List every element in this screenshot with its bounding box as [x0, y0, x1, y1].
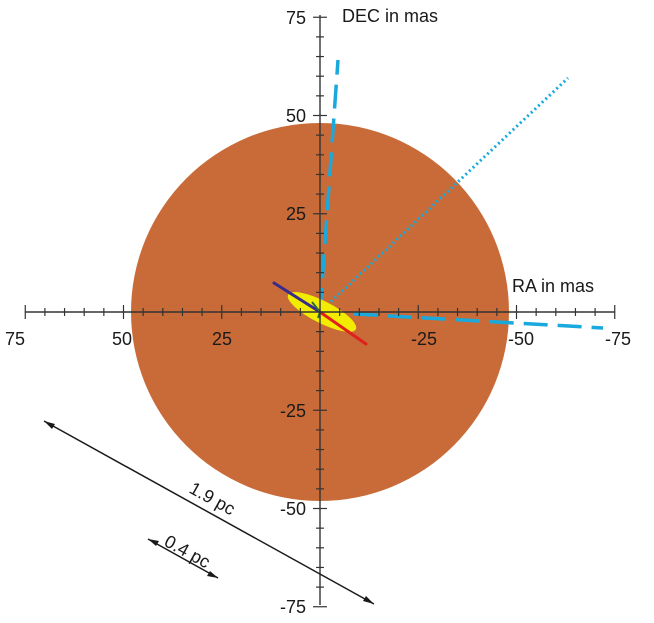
- ra-tick-label: 25: [212, 329, 232, 349]
- scale-bar-long: [43, 420, 375, 605]
- scale-bar-short-label: 0.4 pc: [161, 531, 214, 572]
- ra-tick-label: 50: [112, 329, 132, 349]
- cyan-dashed-line-west: [319, 310, 604, 330]
- scale-bar-short: [147, 538, 219, 579]
- dec-tick-label: -50: [280, 499, 306, 519]
- dec-tick-label: 75: [286, 8, 306, 28]
- ra-tick-label: -50: [508, 329, 534, 349]
- dec-tick-label: -75: [280, 597, 306, 617]
- ra-tick-label: -75: [605, 329, 631, 349]
- red-jet: [318, 310, 368, 346]
- dec-tick-label: -25: [280, 401, 306, 421]
- ra-tick-label: -25: [411, 329, 437, 349]
- dec-axis-label: DEC in mas: [342, 6, 438, 26]
- axes: [25, 15, 615, 605]
- ra-axis-label: RA in mas: [512, 276, 594, 296]
- scale-bar-long-label: 1.9 pc: [186, 478, 239, 519]
- ra-tick-label: 75: [5, 329, 25, 349]
- axis-ticks: [24, 16, 616, 608]
- central-filament: [311, 301, 322, 319]
- dec-tick-label: 50: [286, 106, 306, 126]
- cyan-dashed-line-north: [318, 59, 340, 313]
- blue-jet: [272, 281, 322, 314]
- dec-tick-label: 25: [286, 204, 306, 224]
- cyan-dotted-line: [318, 76, 570, 314]
